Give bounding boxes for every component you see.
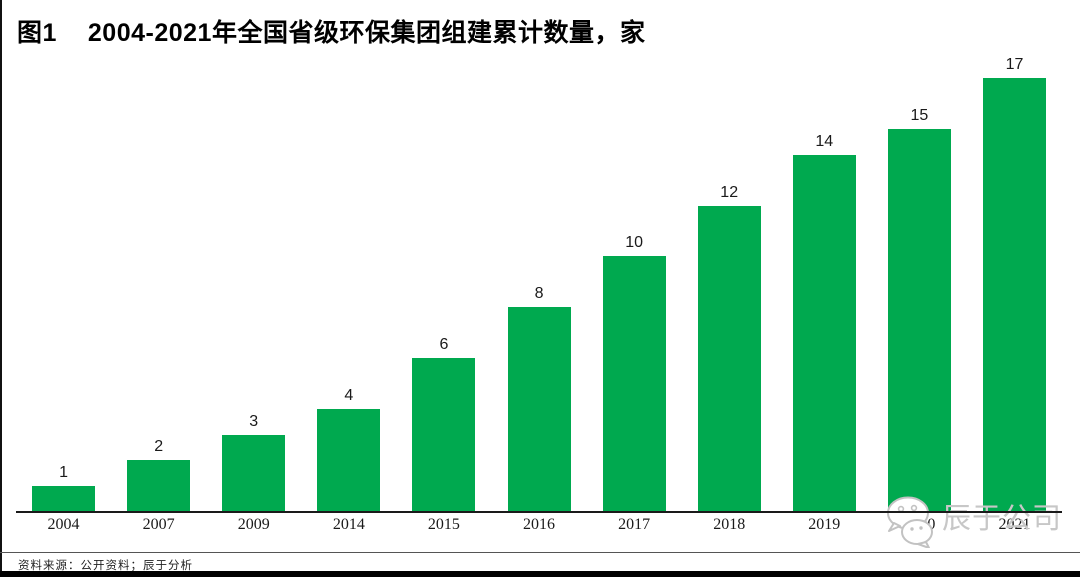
x-axis-line [16, 511, 1062, 513]
bar-column: 15 [872, 57, 967, 511]
bar [32, 486, 96, 511]
bar-chart-plot-area: 1 2 3 4 6 8 10 12 14 15 17 [16, 57, 1062, 511]
bar-column: 4 [301, 57, 396, 511]
watermark-text: 辰于公司 [942, 503, 1063, 535]
bar-column: 8 [491, 57, 586, 511]
bar [602, 256, 666, 511]
bar-value-label: 2 [154, 438, 164, 455]
x-axis-tick-label: 2009 [237, 516, 270, 533]
bar-value-label: 4 [344, 387, 354, 404]
x-axis-tick-label: 2019 [808, 516, 841, 533]
bar [792, 155, 856, 511]
bar [697, 206, 761, 511]
x-axis-tick-label: 2004 [47, 516, 80, 533]
bar-column: 17 [967, 57, 1062, 511]
x-axis-tick-label: 2014 [332, 516, 365, 533]
bar-column: 1 [16, 57, 111, 511]
bottom-black-bar [0, 571, 1080, 577]
bar [127, 460, 191, 511]
bar-value-label: 8 [534, 285, 544, 302]
wechat-icon [887, 496, 933, 548]
chart-title-text: 2004-2021年全国省级环保集团组建累计数量，家 [87, 19, 646, 47]
bar [222, 435, 286, 511]
bar [887, 129, 951, 511]
bar-column: 2 [111, 57, 206, 511]
chart-title: 图1 2004-2021年全国省级环保集团组建累计数量，家 [17, 13, 645, 49]
bar-value-label: 12 [720, 184, 739, 201]
bar-column: 6 [396, 57, 491, 511]
x-axis-tick-label: 2017 [618, 516, 651, 533]
bar [982, 78, 1046, 511]
left-border-line [0, 0, 2, 577]
bar-value-label: 10 [625, 234, 643, 251]
x-axis-tick-label: 2015 [427, 516, 460, 533]
bar-value-label: 6 [439, 336, 449, 353]
x-axis-tick-label: 2018 [713, 516, 746, 533]
bar-value-label: 15 [910, 107, 929, 124]
watermark: 辰于公司 [884, 496, 1062, 548]
footer-divider-line [0, 552, 1080, 553]
bar-column: 3 [206, 57, 301, 511]
bar-column: 12 [682, 57, 777, 511]
source-note: 资料来源：公开资料；辰于分析 [18, 560, 193, 572]
x-axis-tick-label: 2021 [998, 516, 1031, 533]
bar [507, 307, 571, 511]
bar-value-label: 14 [815, 133, 834, 150]
figure-number: 图1 [17, 19, 57, 47]
bar [412, 358, 476, 511]
bar-column: 10 [587, 57, 682, 511]
bar [317, 409, 381, 511]
bar-value-label: 17 [1005, 56, 1024, 73]
x-axis-tick-label: 2016 [523, 516, 556, 533]
bar-value-label: 3 [249, 413, 259, 430]
bar-column: 14 [777, 57, 872, 511]
bar-value-label: 1 [59, 464, 68, 481]
x-axis-tick-label: 2007 [142, 516, 175, 533]
